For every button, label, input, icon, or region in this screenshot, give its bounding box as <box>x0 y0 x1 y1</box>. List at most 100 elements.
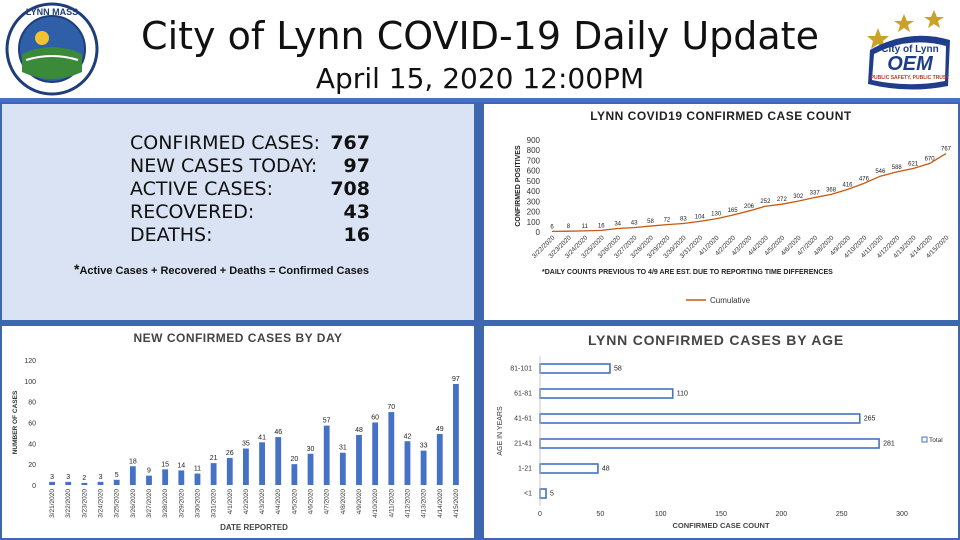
data-label: 9 <box>147 468 151 475</box>
stat-value: 767 <box>330 132 370 154</box>
x-tick-label: 3/21/2020 <box>49 489 56 518</box>
bar <box>539 463 599 474</box>
data-label: 16 <box>598 223 605 229</box>
data-label: 621 <box>908 162 919 168</box>
data-label: 252 <box>760 199 771 205</box>
data-label: 416 <box>842 182 853 188</box>
y-tick-label: 0 <box>32 483 36 490</box>
data-label: 3 <box>50 474 54 481</box>
stats-note: *Active Cases + Recovered + Deaths = Con… <box>74 261 369 277</box>
data-label: 670 <box>925 157 936 163</box>
bar <box>259 442 265 485</box>
note-text: Active Cases + Recovered + Deaths = Conf… <box>79 265 369 277</box>
y-tick-label: 600 <box>527 167 541 176</box>
bar <box>226 457 233 485</box>
data-label: 15 <box>161 461 169 468</box>
x-tick-label: 4/5/2020 <box>291 489 298 515</box>
bar <box>339 452 346 485</box>
data-label: 281 <box>883 441 895 448</box>
bar <box>539 488 547 499</box>
chart-title: NEW CONFIRMED CASES BY DAY <box>133 331 342 345</box>
chart-note: *DAILY COUNTS PREVIOUS TO 4/9 ARE EST. D… <box>542 269 833 276</box>
page-subtitle: April 15, 2020 12:00PM <box>315 62 645 95</box>
x-tick-label: 4/3/2020 <box>259 489 266 515</box>
y-axis-label: AGE IN YEARS <box>497 406 504 456</box>
data-label: 130 <box>711 212 722 218</box>
data-label: 35 <box>242 441 250 448</box>
y-tick-label: 60 <box>28 421 36 428</box>
data-label: 43 <box>631 221 638 227</box>
bar <box>81 482 88 485</box>
stat-label: RECOVERED: <box>130 201 255 223</box>
data-label: 34 <box>614 222 621 228</box>
bar <box>113 479 120 485</box>
data-label: 46 <box>274 429 282 436</box>
data-label: 48 <box>602 466 610 473</box>
stat-value: 43 <box>343 201 370 223</box>
x-tick-label: 4/13/2020 <box>421 489 428 518</box>
x-tick-label: 4/14/2020 <box>437 489 444 518</box>
data-label: 70 <box>387 404 395 411</box>
bar <box>275 437 282 485</box>
data-label: 20 <box>290 456 298 463</box>
stat-value: 97 <box>343 155 370 177</box>
data-label: 206 <box>744 204 755 210</box>
stat-row: ACTIVE CASES: 708 <box>130 178 370 201</box>
oem-tag-text: PUBLIC SAFETY, PUBLIC TRUST <box>871 75 950 81</box>
stat-label: NEW CASES TODAY: <box>130 155 318 177</box>
stats-panel: CONFIRMED CASES: 767 NEW CASES TODAY: 97 ACT… <box>2 104 474 320</box>
oem-logo: City of Lynn OEM PUBLIC SAFETY, PUBLIC T… <box>867 10 950 90</box>
x-tick-label: 150 <box>715 511 727 518</box>
data-label: 265 <box>864 416 876 423</box>
x-tick-label: 4/15/2020 <box>453 489 460 518</box>
data-label: 18 <box>129 458 137 465</box>
x-tick-label: 4/6/2020 <box>308 489 315 515</box>
bar <box>146 475 152 485</box>
data-label: 368 <box>826 187 837 193</box>
bar <box>194 473 201 485</box>
y-tick-label: 400 <box>527 187 541 196</box>
x-axis-label: DATE REPORTED <box>220 523 288 532</box>
stat-label: CONFIRMED CASES: <box>130 132 321 154</box>
daily-bar-chart: NEW CONFIRMED CASES BY DAY NUMBER OF CASE… <box>12 331 460 532</box>
bar <box>404 441 411 485</box>
data-label: 5 <box>115 472 119 479</box>
stat-row: DEATHS: 16 <box>130 224 370 247</box>
x-tick-label: 3/31/2020 <box>211 489 218 518</box>
data-label: 30 <box>307 446 315 453</box>
cumulative-chart-panel: LYNN COVID19 CONFIRMED CASE COUNT CONFIRM… <box>484 104 958 320</box>
data-label: 41 <box>258 434 266 441</box>
x-tick-label: 3/27/2020 <box>146 489 153 518</box>
oem-name-text: OEM <box>887 53 934 75</box>
data-label: 26 <box>226 450 234 457</box>
stat-row: RECOVERED: 43 <box>130 201 370 224</box>
y-tick-label: 41-61 <box>514 416 532 423</box>
x-tick-label: 250 <box>836 511 848 518</box>
x-tick-label: 3/26/2020 <box>130 489 137 518</box>
data-label: 58 <box>614 366 622 373</box>
stat-label: DEATHS: <box>130 224 213 246</box>
y-axis-label: NUMBER OF CASES <box>12 390 19 454</box>
data-label: 49 <box>436 426 444 433</box>
data-label: 3 <box>99 474 103 481</box>
data-label: 337 <box>810 191 821 197</box>
x-tick-label: 3/25/2020 <box>114 489 121 518</box>
x-tick-label: 4/1/2020 <box>227 489 234 515</box>
x-axis-label: CONFIRMED CASE COUNT <box>672 521 770 530</box>
data-label: 8 <box>567 224 571 230</box>
x-tick-label: 300 <box>896 511 908 518</box>
x-tick-label: 4/4/2020 <box>275 489 282 515</box>
x-tick-label: 4/8/2020 <box>340 489 347 515</box>
x-tick-label: 4/2/2020 <box>243 489 250 515</box>
bar <box>49 481 55 485</box>
bar <box>291 464 298 485</box>
y-tick-label: 21-41 <box>514 441 532 448</box>
page-title: City of Lynn COVID-19 Daily Update <box>141 14 819 58</box>
bar <box>372 422 379 485</box>
bar <box>97 481 104 485</box>
x-tick-label: 4/7/2020 <box>324 489 331 515</box>
bar <box>210 463 217 485</box>
legend-label-cumulative: Cumulative <box>710 296 751 305</box>
x-tick-label: 100 <box>655 511 667 518</box>
bar <box>323 425 330 485</box>
